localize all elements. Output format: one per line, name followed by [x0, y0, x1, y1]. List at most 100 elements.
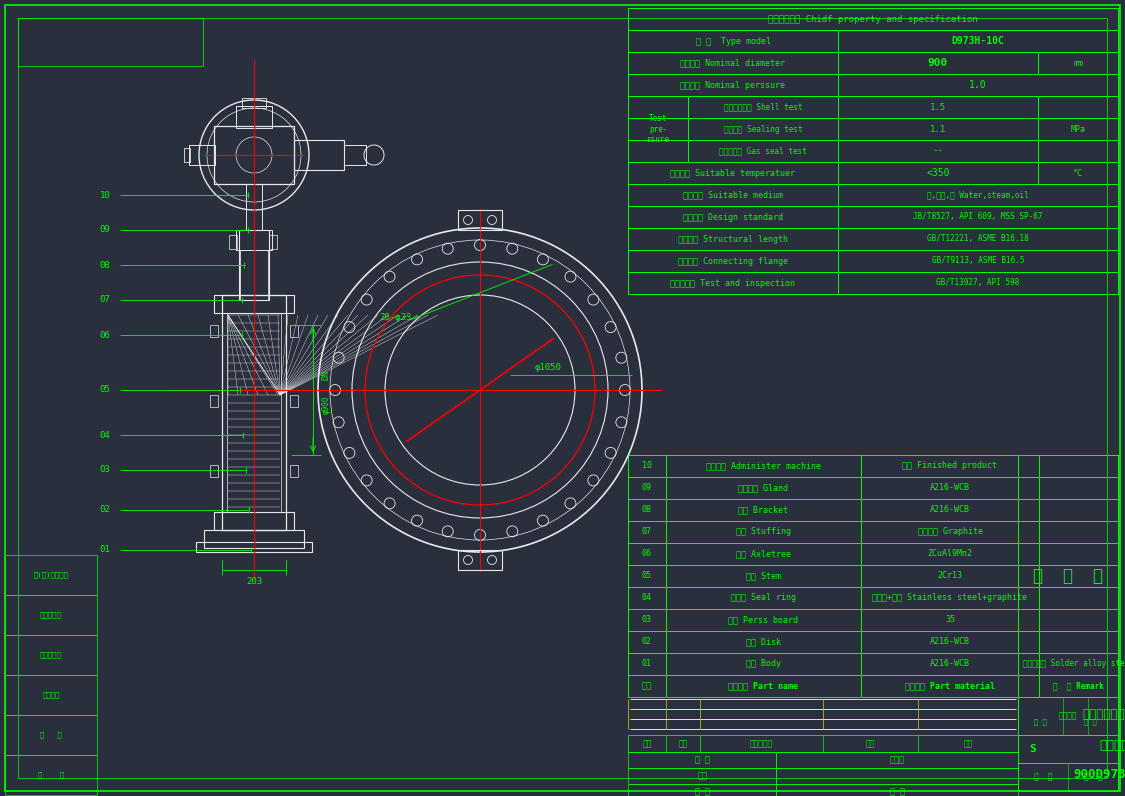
Text: 出图日期: 出图日期: [43, 692, 60, 698]
Text: 备  注 Remark: 备 注 Remark: [1053, 681, 1104, 690]
Text: 09: 09: [642, 483, 652, 493]
Text: 签字: 签字: [866, 739, 875, 748]
Bar: [628, 735, 1018, 752]
Bar: [214, 512, 294, 530]
Bar: [227, 313, 281, 512]
Bar: [628, 228, 1118, 250]
Text: 1.5: 1.5: [930, 103, 946, 111]
Text: GB/T13927, API 598: GB/T13927, API 598: [936, 279, 1019, 287]
Bar: [628, 784, 776, 796]
Text: 标记: 标记: [642, 739, 651, 748]
Text: 01: 01: [642, 660, 652, 669]
Bar: [1018, 697, 1118, 735]
Bar: [628, 74, 1118, 96]
Text: 处数: 处数: [678, 739, 687, 748]
Bar: [458, 210, 502, 230]
Text: 距板 Disk: 距板 Disk: [746, 638, 781, 646]
Text: 审 核: 审 核: [694, 787, 710, 796]
Text: 密封圈 Seal ring: 密封圈 Seal ring: [731, 594, 796, 603]
Bar: [242, 98, 266, 108]
Text: 馊层合金钟 Solder alloy steel: 馊层合金钟 Solder alloy steel: [1023, 660, 1125, 669]
Bar: [210, 325, 218, 337]
Text: 阀杆 Stem: 阀杆 Stem: [746, 572, 781, 580]
Bar: [1018, 455, 1118, 697]
Bar: [240, 250, 268, 300]
Bar: [1018, 735, 1118, 763]
Text: 02: 02: [100, 505, 110, 514]
Text: 设计标准 Design standard: 设计标准 Design standard: [683, 213, 783, 221]
Text: 08: 08: [642, 505, 652, 514]
Bar: [628, 477, 1118, 499]
Text: 水,蒸汽,油 Water,steam,oil: 水,蒸汽,油 Water,steam,oil: [927, 190, 1029, 200]
Bar: [269, 235, 277, 249]
Bar: [4, 555, 97, 595]
Bar: [246, 184, 262, 230]
Text: A216-WCB: A216-WCB: [930, 660, 970, 669]
Bar: [344, 145, 366, 165]
Text: 35: 35: [945, 615, 955, 625]
Text: 08: 08: [100, 260, 110, 270]
Text: 适用介质 Suitable medium: 适用介质 Suitable medium: [683, 190, 783, 200]
Bar: [628, 587, 1118, 609]
Bar: [4, 755, 97, 795]
Bar: [290, 395, 298, 407]
Text: 共  页: 共 页: [1034, 772, 1052, 782]
Bar: [628, 499, 1118, 521]
Text: 09: 09: [100, 225, 110, 235]
Bar: [628, 272, 1118, 294]
Text: 浙江正瑞阀门有限公司: 浙江正瑞阀门有限公司: [1082, 708, 1125, 721]
Text: 07: 07: [642, 528, 652, 537]
Bar: [628, 631, 1118, 653]
Bar: [18, 18, 202, 66]
Text: 2Cr13: 2Cr13: [937, 572, 963, 580]
Bar: [628, 768, 776, 784]
Text: 硬密封蝶阀: 硬密封蝶阀: [1099, 739, 1125, 752]
Text: A216-WCB: A216-WCB: [930, 505, 970, 514]
Text: 连接法兰 Connecting flange: 连接法兰 Connecting flange: [678, 256, 788, 266]
Text: DN: DN: [322, 370, 331, 380]
Bar: [238, 230, 269, 300]
Text: 零件材质 Part material: 零件材质 Part material: [904, 681, 994, 690]
Bar: [628, 653, 1118, 675]
Bar: [628, 675, 1118, 697]
Bar: [628, 521, 1118, 543]
Text: S: S: [1029, 743, 1036, 754]
Text: 01: 01: [100, 545, 110, 555]
Text: 900D973H-10C: 900D973H-10C: [1073, 768, 1125, 781]
Text: 05: 05: [642, 572, 652, 580]
Bar: [628, 752, 776, 768]
Text: 28-φ33: 28-φ33: [379, 313, 411, 322]
Text: GB/T12221, ASME B16.18: GB/T12221, ASME B16.18: [927, 235, 1029, 244]
Text: 不锈钉+石墨 Stainless steel+graphite: 不锈钉+石墨 Stainless steel+graphite: [873, 594, 1027, 603]
Text: JB/T8527, API 609, MSS SP-67: JB/T8527, API 609, MSS SP-67: [914, 213, 1043, 221]
Text: A216-WCB: A216-WCB: [930, 638, 970, 646]
Text: 比 例: 比 例: [1083, 719, 1097, 725]
Text: 图样标记: 图样标记: [1059, 712, 1078, 720]
Bar: [18, 18, 626, 778]
Bar: [4, 715, 97, 755]
Bar: [628, 8, 1118, 30]
Text: 总  装  图: 总 装 图: [1033, 567, 1102, 585]
Text: 压板 Perss board: 压板 Perss board: [729, 615, 799, 625]
Text: 试验和检验 Test and inspection: 试验和检验 Test and inspection: [670, 279, 795, 287]
Bar: [196, 542, 312, 552]
Bar: [628, 609, 1118, 631]
Text: 主要性能规格 Chidf property and specification: 主要性能规格 Chidf property and specification: [768, 14, 978, 24]
Bar: [1018, 763, 1118, 791]
Text: 06: 06: [100, 330, 110, 340]
Text: 届文件位置: 届文件位置: [40, 611, 62, 618]
Bar: [214, 295, 294, 313]
Text: 第  页: 第 页: [1083, 772, 1102, 782]
Text: 10: 10: [642, 462, 652, 470]
Bar: [628, 52, 1118, 74]
Text: 配套文件号: 配套文件号: [40, 652, 62, 658]
Bar: [776, 768, 1018, 784]
Bar: [290, 465, 298, 477]
Bar: [628, 565, 1118, 587]
Text: mm: mm: [1073, 58, 1083, 68]
Bar: [236, 106, 272, 128]
Text: 演碳石墨 Graphite: 演碳石墨 Graphite: [918, 528, 982, 537]
Bar: [4, 675, 97, 715]
Text: 排气机构 Administer machine: 排气机构 Administer machine: [706, 462, 821, 470]
Text: ZCuAl9Mn2: ZCuAl9Mn2: [927, 549, 972, 559]
